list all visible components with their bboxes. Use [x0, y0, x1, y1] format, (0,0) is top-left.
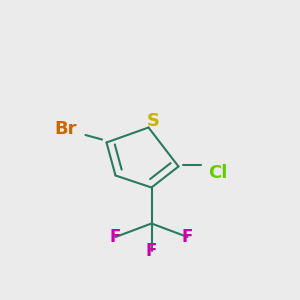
Text: F: F: [146, 242, 157, 260]
Text: F: F: [110, 228, 121, 246]
Text: F: F: [182, 228, 193, 246]
Text: Cl: Cl: [208, 164, 228, 181]
Text: Br: Br: [54, 120, 76, 138]
Text: S: S: [146, 112, 160, 130]
